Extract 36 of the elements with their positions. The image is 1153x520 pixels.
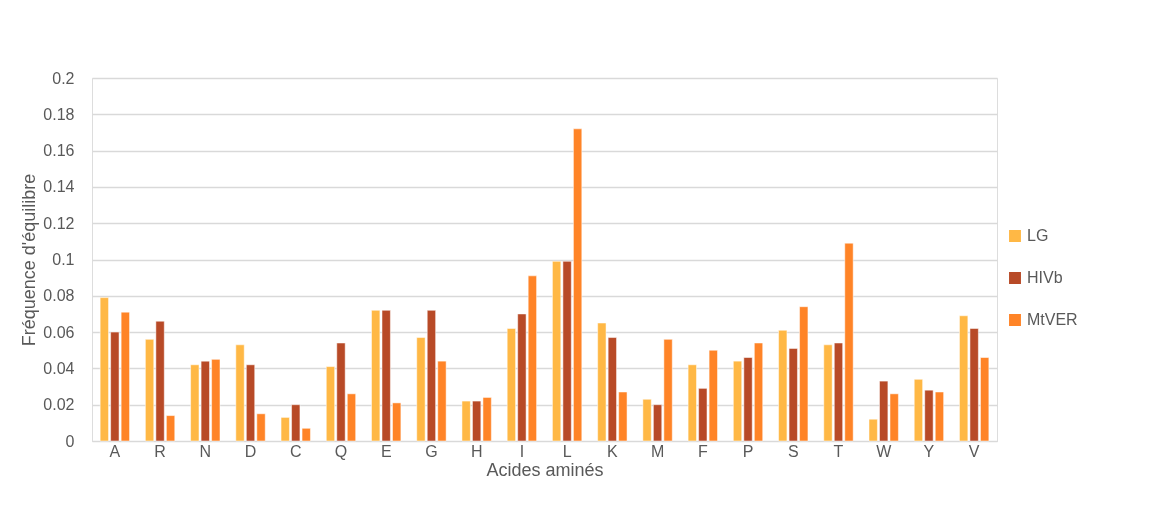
y-tick-label: 0.04 bbox=[43, 359, 75, 377]
x-axis-title: Acides aminés bbox=[486, 459, 604, 480]
x-tick-label: Y bbox=[923, 442, 935, 460]
x-tick-label: V bbox=[968, 442, 980, 460]
y-tick-label: 0.1 bbox=[52, 251, 75, 268]
y-tick-label: 0.02 bbox=[43, 396, 75, 414]
x-tick-label: H bbox=[470, 442, 483, 460]
y-tick-label: 0.18 bbox=[43, 105, 75, 123]
y-tick-label: 0.06 bbox=[43, 323, 75, 341]
y-tick-label: 0.08 bbox=[43, 287, 75, 305]
x-tick-label: I bbox=[519, 442, 525, 460]
y-tick-label: 0.16 bbox=[43, 142, 75, 160]
x-tick-label: M bbox=[650, 442, 665, 460]
x-tick-label: F bbox=[697, 442, 708, 460]
y-tick-label: 0.12 bbox=[43, 214, 75, 232]
x-tick-label: L bbox=[562, 442, 572, 460]
x-tick-label: R bbox=[154, 442, 166, 460]
x-tick-label: K bbox=[607, 442, 619, 460]
x-tick-label: Q bbox=[334, 442, 348, 460]
x-tick-label: D bbox=[244, 442, 257, 460]
x-tick-label: C bbox=[289, 442, 302, 460]
x-tick-label: N bbox=[199, 442, 212, 460]
legend-label: HIVb bbox=[1027, 269, 1063, 286]
y-tick-label: 0 bbox=[65, 432, 75, 450]
x-tick-label: G bbox=[425, 442, 438, 460]
x-tick-label: W bbox=[876, 442, 893, 460]
x-tick-label: E bbox=[380, 442, 392, 460]
legend-label: MtVER bbox=[1027, 311, 1078, 328]
x-tick-label: A bbox=[109, 442, 121, 460]
y-tick-label: 0.2 bbox=[52, 69, 75, 87]
x-tick-label: T bbox=[833, 442, 844, 460]
x-tick-label: P bbox=[742, 442, 754, 460]
legend-label: LG bbox=[1027, 227, 1049, 244]
x-tick-label: S bbox=[787, 442, 799, 460]
y-tick-label: 0.14 bbox=[43, 178, 75, 196]
y-axis-title: Fréquence d'équilibre bbox=[19, 173, 40, 347]
